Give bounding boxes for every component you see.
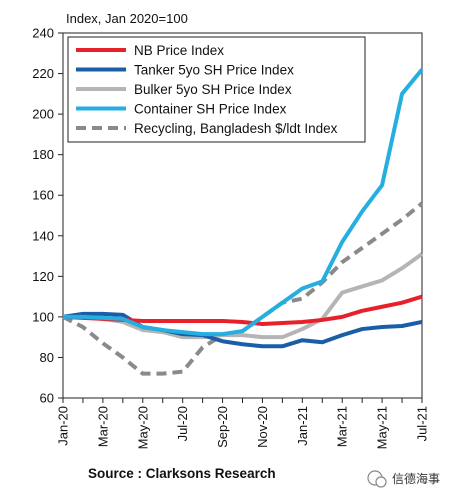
watermark-text: 信德海事 <box>392 471 440 486</box>
y-tick-label: 120 <box>32 269 54 284</box>
x-tick-label: Mar-21 <box>335 406 350 447</box>
y-tick-label: 180 <box>32 147 54 162</box>
series-line-2 <box>63 252 424 340</box>
x-tick-label: Sep-20 <box>215 406 230 448</box>
y-tick-label: 80 <box>40 350 54 365</box>
watermark: 信德海事 <box>367 470 440 488</box>
x-tick-label: Jan-20 <box>56 406 71 446</box>
x-tick-label: Jul-20 <box>175 406 190 441</box>
x-tick-label: May-21 <box>375 406 390 449</box>
legend-label-1: Tanker 5yo SH Price Index <box>134 63 294 78</box>
y-tick-label: 220 <box>32 66 54 81</box>
source-note: Source : Clarksons Research <box>88 466 276 481</box>
legend-label-3: Container SH Price Index <box>134 102 287 117</box>
legend-label-4: Recycling, Bangladesh $/ldt Index <box>134 121 338 136</box>
legend-label-0: NB Price Index <box>134 43 224 58</box>
y-axis-label: Index, Jan 2020=100 <box>66 11 188 26</box>
series-line-1 <box>62 311 423 349</box>
x-tick-label: Jul-21 <box>415 406 430 441</box>
y-tick-label: 240 <box>32 26 54 41</box>
x-tick-label: Nov-20 <box>255 406 270 448</box>
y-tick-label: 200 <box>32 107 54 122</box>
x-tick-label: May-20 <box>135 406 150 449</box>
wechat-logo-icon-bubble <box>375 476 387 488</box>
y-tick-label: 60 <box>40 391 54 406</box>
x-tick-label: Mar-20 <box>95 406 110 447</box>
y-tick-label: 160 <box>32 188 54 203</box>
y-tick-label: 100 <box>32 309 54 324</box>
x-tick-label: Jan-21 <box>295 406 310 446</box>
y-tick-label: 140 <box>32 228 54 243</box>
legend-label-2: Bulker 5yo SH Price Index <box>134 82 292 97</box>
series-line-4 <box>62 201 424 376</box>
series-line-3 <box>63 68 424 337</box>
